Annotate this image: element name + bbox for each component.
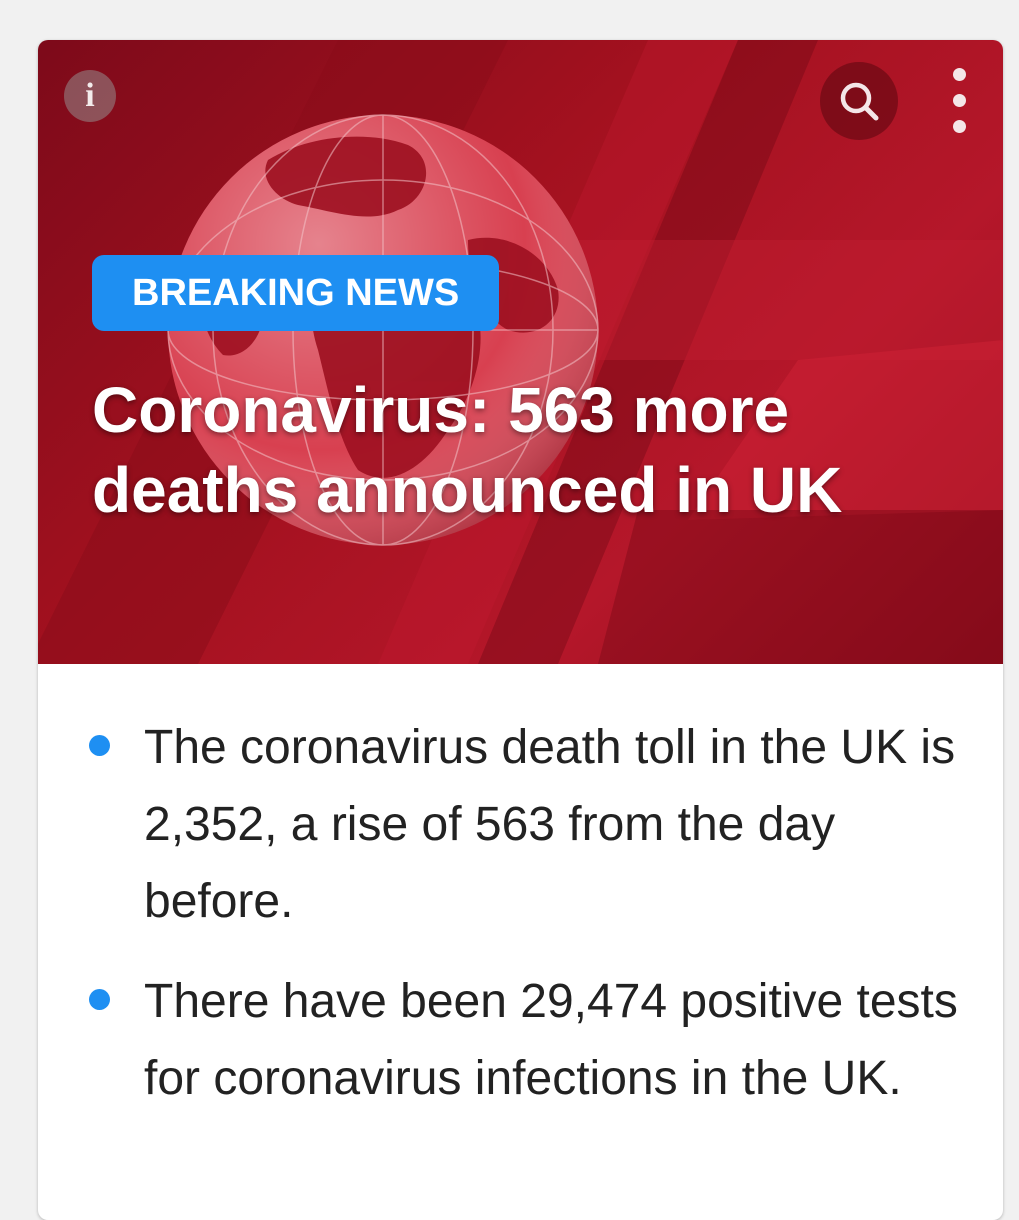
search-icon: [840, 82, 879, 121]
news-card: i BREAKING NEWS Coronavirus: 563 more de…: [38, 40, 1003, 1220]
info-icon[interactable]: i: [64, 70, 116, 122]
more-dot: [953, 94, 966, 107]
hero-banner[interactable]: i BREAKING NEWS Coronavirus: 563 more de…: [38, 40, 1003, 664]
bullet-dot-icon: [89, 989, 110, 1010]
breaking-news-badge: BREAKING NEWS: [92, 255, 500, 331]
summary-bullet-text: There have been 29,474 positive tests fo…: [144, 975, 958, 1105]
summary-bullet: The coronavirus death toll in the UK is …: [89, 709, 964, 940]
summary-bullet-text: The coronavirus death toll in the UK is …: [144, 721, 956, 928]
headline[interactable]: Coronavirus: 563 more deaths announced i…: [92, 374, 843, 526]
summary-bullet: There have been 29,474 positive tests fo…: [89, 963, 964, 1117]
more-vertical-icon[interactable]: [944, 66, 974, 136]
bullet-dot-icon: [89, 735, 110, 756]
more-dot: [953, 68, 966, 81]
more-dot: [953, 120, 966, 133]
search-button[interactable]: [820, 62, 898, 140]
